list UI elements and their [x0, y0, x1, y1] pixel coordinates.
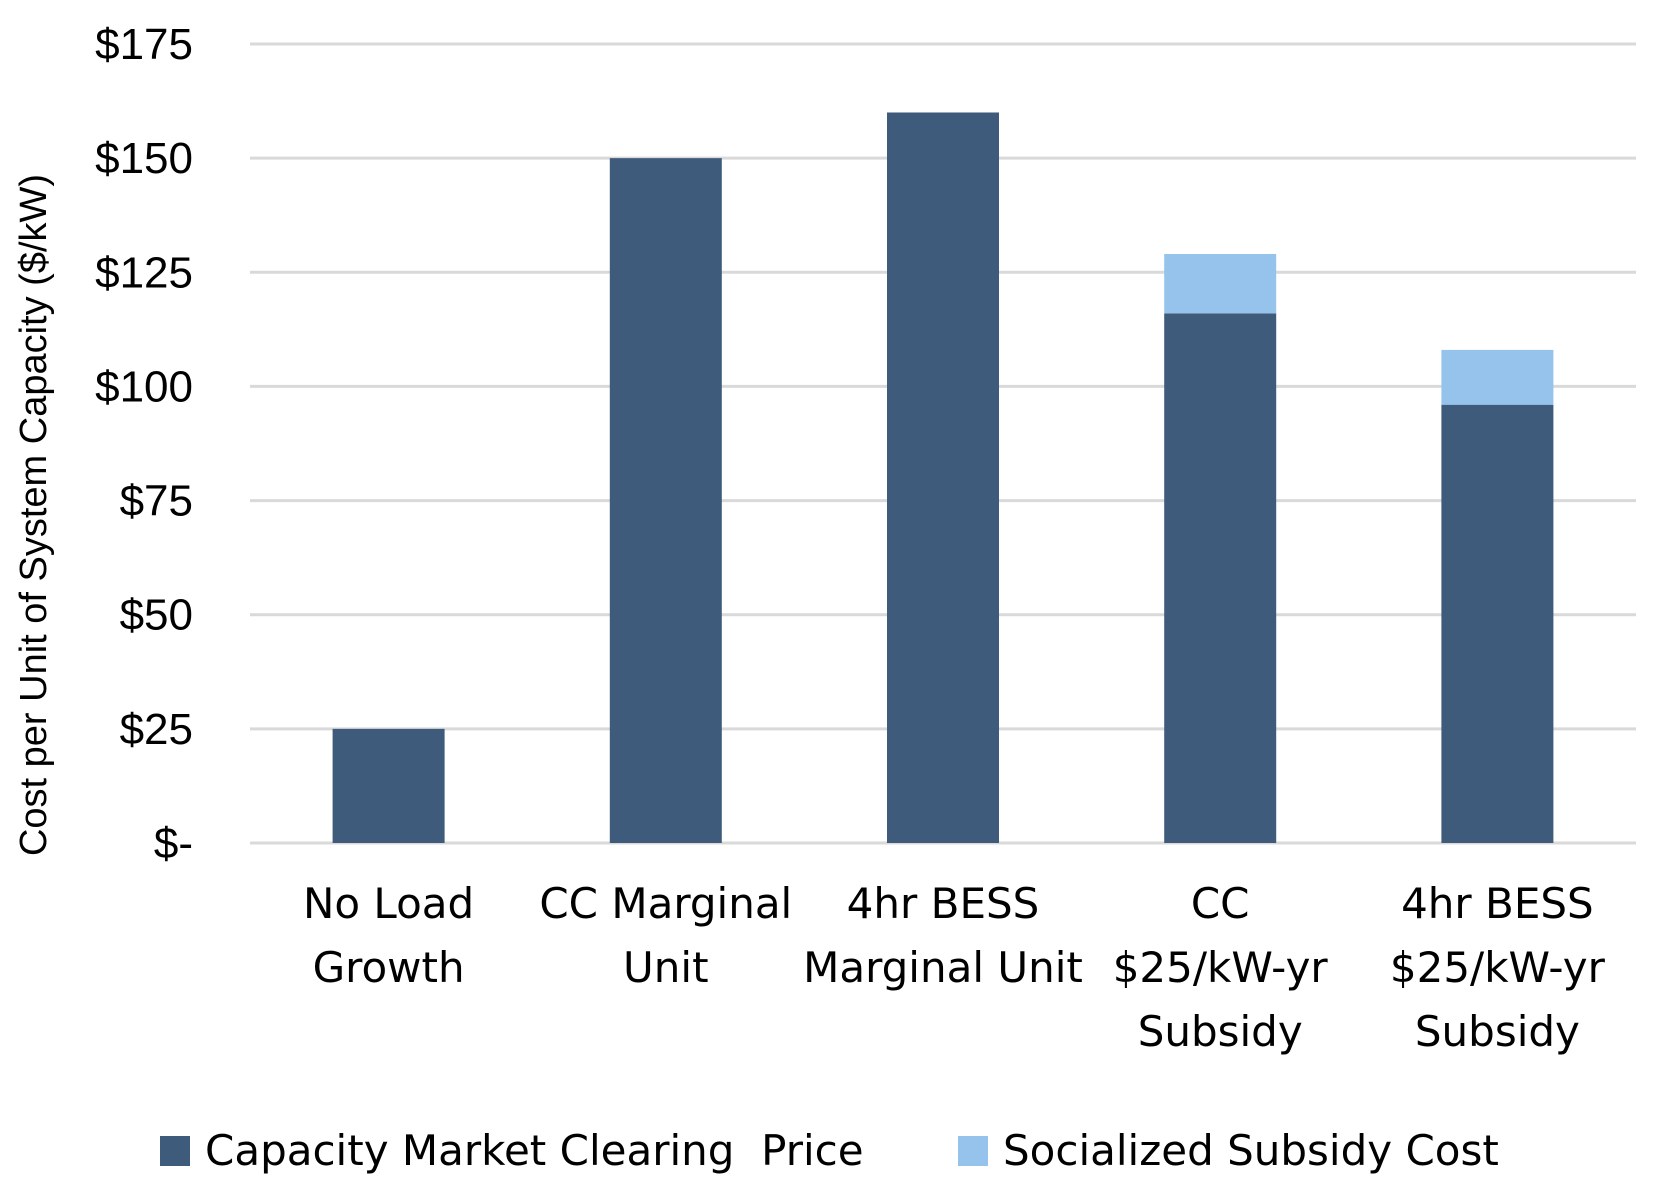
y-tick-label: $100	[95, 362, 193, 411]
y-tick-label: $-	[154, 819, 193, 868]
bar-subsidy-cost-4	[1441, 349, 1554, 405]
x-tick-label: $25/kW-yr	[1113, 943, 1329, 992]
x-tick-label: 4hr BESS	[1401, 879, 1594, 928]
x-tick-label: No Load	[303, 879, 474, 928]
legend-label: Socialized Subsidy Cost	[1003, 1126, 1499, 1175]
legend: Capacity Market Clearing Price Socialized…	[160, 1126, 1499, 1175]
y-tick-label: $50	[120, 591, 193, 640]
bar-clearing-price-0	[332, 728, 445, 843]
legend-swatch	[160, 1136, 190, 1166]
bar-subsidy-cost-3	[1164, 254, 1277, 314]
y-tick-label: $125	[95, 248, 193, 297]
y-tick-label: $75	[120, 477, 193, 526]
y-tick-label: $175	[95, 20, 193, 69]
y-axis-ticks: $- $25 $50 $75 $100 $125 $150 $175	[95, 20, 193, 868]
x-tick-label: CC	[1191, 879, 1250, 928]
y-tick-label: $150	[95, 134, 193, 183]
x-tick-label: CC Marginal	[539, 879, 792, 928]
bar-clearing-price-2	[887, 112, 999, 843]
bar-clearing-price-1	[609, 158, 722, 844]
bar-clearing-price-3	[1164, 313, 1277, 843]
legend-swatch	[958, 1136, 988, 1166]
x-tick-label: Marginal Unit	[803, 943, 1083, 992]
bar-clearing-price-4	[1441, 404, 1554, 843]
y-axis-label: Cost per Unit of System Capacity ($/kW)	[13, 174, 55, 856]
x-tick-label: Unit	[623, 943, 709, 992]
x-tick-label: Growth	[313, 943, 465, 992]
x-tick-label: 4hr BESS	[847, 879, 1040, 928]
y-tick-label: $25	[120, 705, 193, 754]
x-tick-label: $25/kW-yr	[1390, 943, 1606, 992]
x-axis-ticks: No Load Growth CC Marginal Unit 4hr BESS Marg…	[303, 879, 1606, 1056]
x-tick-label: Subsidy	[1138, 1007, 1303, 1056]
legend-label: Capacity Market Clearing Price	[205, 1126, 864, 1175]
x-tick-label: Subsidy	[1415, 1007, 1580, 1056]
bars	[332, 112, 1554, 844]
